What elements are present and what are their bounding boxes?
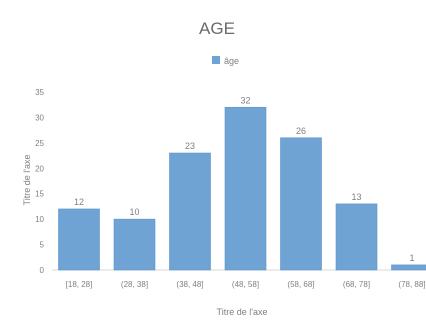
bar <box>113 218 156 271</box>
legend-swatch <box>212 56 220 64</box>
x-tick-label: (28, 38] <box>121 280 148 289</box>
y-tick-label: 0 <box>40 266 45 275</box>
bar-value-label: 13 <box>351 192 361 202</box>
bar-value-label: 10 <box>129 207 139 217</box>
bar-value-label: 12 <box>74 197 84 207</box>
bar-value-label: 23 <box>185 141 195 151</box>
bar-value-label: 32 <box>240 95 250 105</box>
x-tick-label: (48, 58] <box>232 280 259 289</box>
x-axis-ticks: [18, 28] (28, 38] (38, 48] (48, 58] (58, 68]… <box>66 280 426 289</box>
bar <box>169 152 211 271</box>
x-tick-label: (68, 78] <box>343 280 370 289</box>
legend: âge <box>212 56 239 66</box>
bar <box>224 106 267 271</box>
y-tick-label: 20 <box>35 164 44 173</box>
y-tick-label: 5 <box>40 241 45 250</box>
bar <box>280 137 322 271</box>
x-tick-label: [18, 28] <box>66 280 93 289</box>
y-tick-label: 15 <box>35 190 44 199</box>
x-tick-label: (58, 68] <box>287 280 314 289</box>
bar-value-label: 1 <box>409 253 414 263</box>
bar <box>58 208 100 271</box>
chart-title: AGE <box>199 19 235 38</box>
y-tick-label: 30 <box>35 113 44 122</box>
y-tick-label: 25 <box>35 139 44 148</box>
x-axis-title: Titre de l'axe <box>217 307 268 317</box>
y-axis-ticks: 0 5 10 15 20 25 30 35 <box>35 88 44 275</box>
y-axis-title: Titre de l'axe <box>22 155 32 206</box>
legend-label: âge <box>224 56 239 66</box>
x-tick-label: (38, 48] <box>176 280 203 289</box>
y-tick-label: 10 <box>35 215 44 224</box>
x-tick-label: (78, 88] <box>398 280 425 289</box>
bar <box>391 264 426 271</box>
bar <box>335 203 378 271</box>
bar-value-label: 26 <box>296 126 306 136</box>
bars: 12 10 23 32 26 13 1 <box>58 95 426 271</box>
y-tick-label: 35 <box>35 88 44 97</box>
